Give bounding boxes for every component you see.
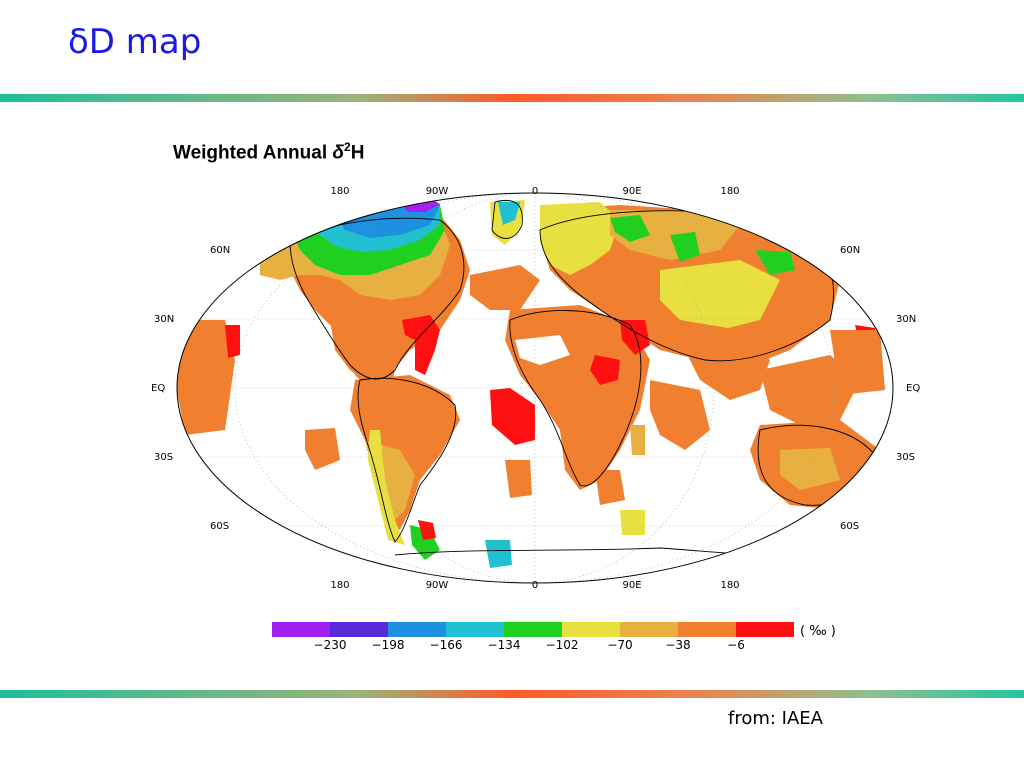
legend-swatch bbox=[736, 622, 794, 637]
western-pacific bbox=[830, 330, 885, 395]
indian-ocean bbox=[650, 380, 710, 450]
lon-label-top: 0 bbox=[532, 186, 538, 197]
legend-swatch bbox=[620, 622, 678, 637]
lon-label-bottom: 180 bbox=[330, 580, 349, 591]
top-divider bbox=[0, 94, 1024, 102]
legend-tick-label: −70 bbox=[607, 638, 633, 652]
legend-tick-label: −230 bbox=[313, 638, 347, 652]
legend-tick-label: −6 bbox=[727, 638, 745, 652]
map-title: Weighted Annual δ2H bbox=[173, 140, 365, 164]
ethiopia-red bbox=[590, 355, 620, 385]
legend-tick-label: −134 bbox=[487, 638, 521, 652]
europe-yellow bbox=[540, 202, 620, 275]
caribbean-red bbox=[402, 315, 440, 375]
world-map: 180 90W 0 90E 180 180 90W 0 90E 180 60N … bbox=[151, 186, 920, 591]
lon-label-top: 90E bbox=[622, 186, 641, 197]
asia-yellow bbox=[660, 260, 780, 330]
siberia-green-1 bbox=[610, 215, 650, 242]
legend-tick-label: −166 bbox=[429, 638, 463, 652]
india-sea bbox=[680, 320, 770, 400]
atlantic-north bbox=[470, 265, 540, 310]
legend-tick-label: −102 bbox=[545, 638, 579, 652]
lat-label-left: EQ bbox=[151, 383, 165, 394]
slide-title: δD map bbox=[68, 22, 202, 62]
globe-outline bbox=[176, 192, 894, 584]
lat-label-right: 60N bbox=[840, 245, 860, 256]
africa-south bbox=[595, 470, 625, 505]
lat-label-left: 30S bbox=[154, 452, 173, 463]
patagonia-red bbox=[418, 520, 436, 540]
legend-unit: ( ‰ ) bbox=[800, 624, 836, 639]
lat-label-left: 30N bbox=[154, 314, 174, 325]
lat-label-right: 60S bbox=[840, 521, 859, 532]
sahara-white bbox=[515, 335, 570, 365]
indonesia bbox=[760, 355, 860, 425]
atlantic-red-1 bbox=[490, 388, 535, 445]
pacific-west bbox=[177, 320, 235, 435]
bottom-divider bbox=[0, 690, 1024, 698]
legend-swatch bbox=[678, 622, 736, 637]
greenland-cyan bbox=[498, 202, 520, 225]
legend-tick-label: −38 bbox=[665, 638, 691, 652]
arabia-red bbox=[620, 320, 650, 355]
lon-label-top: 180 bbox=[720, 186, 739, 197]
lat-label-right: EQ bbox=[906, 383, 920, 394]
legend-swatch bbox=[562, 622, 620, 637]
legend-swatch bbox=[446, 622, 504, 637]
central-america bbox=[330, 320, 395, 390]
pacific-south bbox=[305, 428, 340, 470]
legend-swatch bbox=[330, 622, 388, 637]
lat-label-right: 30S bbox=[896, 452, 915, 463]
legend-tick-label: −198 bbox=[371, 638, 405, 652]
siberia-green-2 bbox=[670, 232, 700, 262]
lon-label-bottom: 90E bbox=[622, 580, 641, 591]
lon-label-top: 90W bbox=[426, 186, 449, 197]
lon-label-bottom: 0 bbox=[532, 580, 538, 591]
lon-label-top: 180 bbox=[330, 186, 349, 197]
color-legend bbox=[272, 622, 794, 637]
legend-swatch bbox=[272, 622, 330, 637]
isotope-field bbox=[177, 198, 885, 568]
far-east-green bbox=[755, 250, 795, 275]
patagonia-green bbox=[410, 525, 440, 560]
lon-label-bottom: 180 bbox=[720, 580, 739, 591]
lat-label-right: 30N bbox=[896, 314, 916, 325]
legend-swatch bbox=[388, 622, 446, 637]
south-america-orange bbox=[350, 375, 460, 530]
lon-label-bottom: 90W bbox=[426, 580, 449, 591]
indian-south-yellow bbox=[620, 510, 645, 535]
lat-label-left: 60S bbox=[210, 521, 229, 532]
lat-label-left: 60N bbox=[210, 245, 230, 256]
atlantic-south bbox=[505, 460, 532, 498]
legend-swatch bbox=[504, 622, 562, 637]
australia-light bbox=[780, 448, 840, 490]
graticule bbox=[177, 193, 893, 583]
source-credit: from: IAEA bbox=[728, 708, 823, 729]
antarctic-cyan bbox=[485, 540, 512, 568]
andes-yellow bbox=[368, 430, 405, 545]
pacific-red-dot bbox=[225, 325, 240, 358]
madagascar-light bbox=[630, 425, 645, 455]
